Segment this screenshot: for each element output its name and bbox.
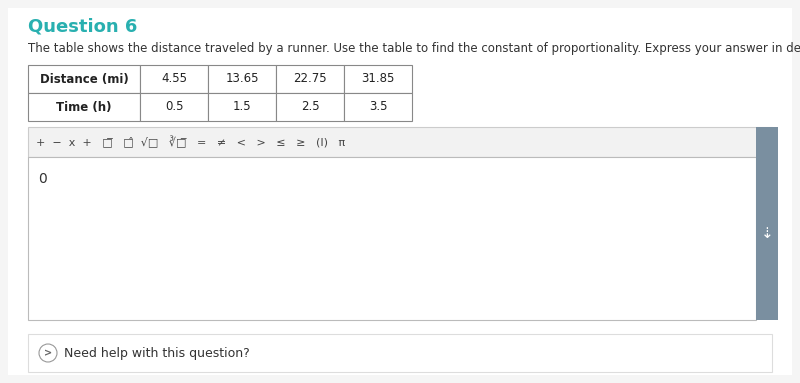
Text: 13.65: 13.65 bbox=[226, 72, 258, 85]
Bar bbox=[756, 127, 778, 320]
Text: >: > bbox=[44, 348, 52, 358]
Text: +  −  x  +   □̅   □̂  √□   ∛□̅   =   ≠   <   >   ≤   ≥   (I)   π: + − x + □̅ □̂ √□ ∛□̅ = ≠ < > ≤ ≥ (I) π bbox=[36, 136, 345, 148]
Text: 0: 0 bbox=[38, 172, 46, 186]
Text: Time (h): Time (h) bbox=[56, 100, 112, 113]
Bar bbox=[28, 157, 756, 320]
Text: The table shows the distance traveled by a runner. Use the table to find the con: The table shows the distance traveled by… bbox=[28, 42, 800, 55]
Bar bbox=[276, 93, 344, 121]
Bar bbox=[208, 93, 276, 121]
Bar bbox=[344, 65, 412, 93]
Text: Need help with this question?: Need help with this question? bbox=[64, 347, 250, 360]
Bar bbox=[28, 334, 772, 372]
Text: 22.75: 22.75 bbox=[293, 72, 327, 85]
Text: 0.5: 0.5 bbox=[165, 100, 183, 113]
Bar bbox=[28, 65, 140, 93]
Circle shape bbox=[39, 344, 57, 362]
Bar bbox=[276, 65, 344, 93]
Bar bbox=[140, 93, 208, 121]
Bar bbox=[28, 127, 772, 157]
Bar bbox=[344, 93, 412, 121]
Bar bbox=[140, 65, 208, 93]
Text: 1.5: 1.5 bbox=[233, 100, 251, 113]
Bar bbox=[28, 93, 140, 121]
Text: 2.5: 2.5 bbox=[301, 100, 319, 113]
Text: Question 6: Question 6 bbox=[28, 18, 138, 36]
Text: 3.5: 3.5 bbox=[369, 100, 387, 113]
Text: 4.55: 4.55 bbox=[161, 72, 187, 85]
Text: 31.85: 31.85 bbox=[362, 72, 394, 85]
Bar bbox=[208, 65, 276, 93]
Text: Distance (mi): Distance (mi) bbox=[40, 72, 128, 85]
Text: ⇣: ⇣ bbox=[761, 226, 774, 241]
